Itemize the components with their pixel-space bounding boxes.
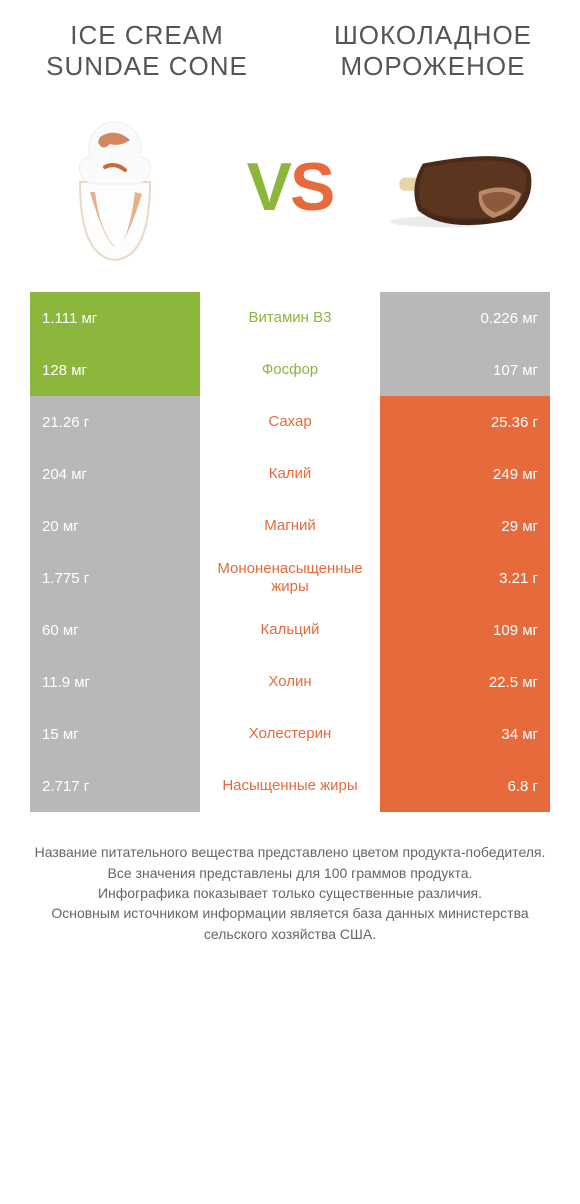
vs-label: VS bbox=[247, 148, 334, 226]
left-value: 1.111 мг bbox=[30, 292, 200, 344]
right-value: 22.5 мг bbox=[380, 656, 550, 708]
versus-row: VS bbox=[0, 92, 580, 292]
nutrient-label: Холин bbox=[200, 656, 380, 708]
table-row: 60 мгКальций109 мг bbox=[30, 604, 550, 656]
left-value: 21.26 г bbox=[30, 396, 200, 448]
right-value: 29 мг bbox=[380, 500, 550, 552]
left-value: 11.9 мг bbox=[30, 656, 200, 708]
right-value: 6.8 г bbox=[380, 760, 550, 812]
left-value: 20 мг bbox=[30, 500, 200, 552]
footer-line: Название питательного вещества представл… bbox=[30, 842, 550, 862]
nutrient-label: Фосфор bbox=[200, 344, 380, 396]
right-value: 107 мг bbox=[380, 344, 550, 396]
table-row: 15 мгХолестерин34 мг bbox=[30, 708, 550, 760]
left-product-title: ICE CREAM SUNDAE CONE bbox=[30, 20, 264, 82]
left-value: 15 мг bbox=[30, 708, 200, 760]
right-value: 3.21 г bbox=[380, 552, 550, 604]
left-value: 1.775 г bbox=[30, 552, 200, 604]
table-row: 1.775 гМононенасыщенные жиры3.21 г bbox=[30, 552, 550, 604]
table-row: 204 мгКалий249 мг bbox=[30, 448, 550, 500]
chocolate-bar-icon bbox=[390, 112, 540, 262]
left-value: 60 мг bbox=[30, 604, 200, 656]
nutrient-label: Калий bbox=[200, 448, 380, 500]
header: ICE CREAM SUNDAE CONE ШОКОЛАДНОЕ МОРОЖЕН… bbox=[0, 0, 580, 92]
nutrient-label: Холестерин bbox=[200, 708, 380, 760]
table-row: 11.9 мгХолин22.5 мг bbox=[30, 656, 550, 708]
right-value: 25.36 г bbox=[380, 396, 550, 448]
left-value: 128 мг bbox=[30, 344, 200, 396]
footer-line: Основным источником информации является … bbox=[30, 903, 550, 944]
right-value: 249 мг bbox=[380, 448, 550, 500]
table-row: 2.717 гНасыщенные жиры6.8 г bbox=[30, 760, 550, 812]
left-value: 204 мг bbox=[30, 448, 200, 500]
footer-line: Все значения представлены для 100 граммо… bbox=[30, 863, 550, 883]
nutrient-label: Мононенасыщенные жиры bbox=[200, 552, 380, 604]
comparison-table: 1.111 мгВитамин B30.226 мг128 мгФосфор10… bbox=[30, 292, 550, 812]
table-row: 21.26 гСахар25.36 г bbox=[30, 396, 550, 448]
sundae-cup-icon bbox=[40, 112, 190, 262]
nutrient-label: Кальций bbox=[200, 604, 380, 656]
table-row: 20 мгМагний29 мг bbox=[30, 500, 550, 552]
footer: Название питательного вещества представл… bbox=[30, 842, 550, 943]
right-value: 34 мг bbox=[380, 708, 550, 760]
right-value: 0.226 мг bbox=[380, 292, 550, 344]
nutrient-label: Насыщенные жиры bbox=[200, 760, 380, 812]
left-value: 2.717 г bbox=[30, 760, 200, 812]
vs-v: V bbox=[247, 149, 290, 225]
right-value: 109 мг bbox=[380, 604, 550, 656]
footer-line: Инфографика показывает только существенн… bbox=[30, 883, 550, 903]
nutrient-label: Магний bbox=[200, 500, 380, 552]
vs-s: S bbox=[290, 149, 333, 225]
right-product-title: ШОКОЛАДНОЕ МОРОЖЕНОЕ bbox=[316, 20, 550, 82]
table-row: 1.111 мгВитамин B30.226 мг bbox=[30, 292, 550, 344]
nutrient-label: Сахар bbox=[200, 396, 380, 448]
nutrient-label: Витамин B3 bbox=[200, 292, 380, 344]
table-row: 128 мгФосфор107 мг bbox=[30, 344, 550, 396]
